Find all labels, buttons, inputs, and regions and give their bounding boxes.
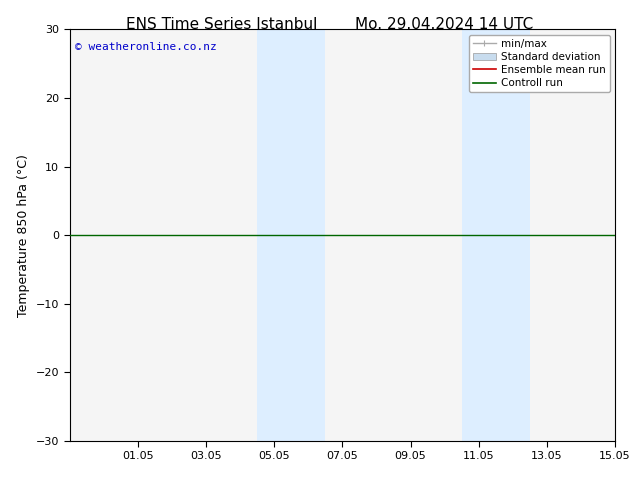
Bar <box>257 29 325 441</box>
Text: © weatheronline.co.nz: © weatheronline.co.nz <box>75 42 217 52</box>
Text: ENS Time Series Istanbul: ENS Time Series Istanbul <box>126 17 318 32</box>
Text: Mo. 29.04.2024 14 UTC: Mo. 29.04.2024 14 UTC <box>354 17 533 32</box>
Y-axis label: Temperature 850 hPa (°C): Temperature 850 hPa (°C) <box>17 154 30 317</box>
Bar <box>462 29 530 441</box>
Legend: min/max, Standard deviation, Ensemble mean run, Controll run: min/max, Standard deviation, Ensemble me… <box>469 35 610 92</box>
